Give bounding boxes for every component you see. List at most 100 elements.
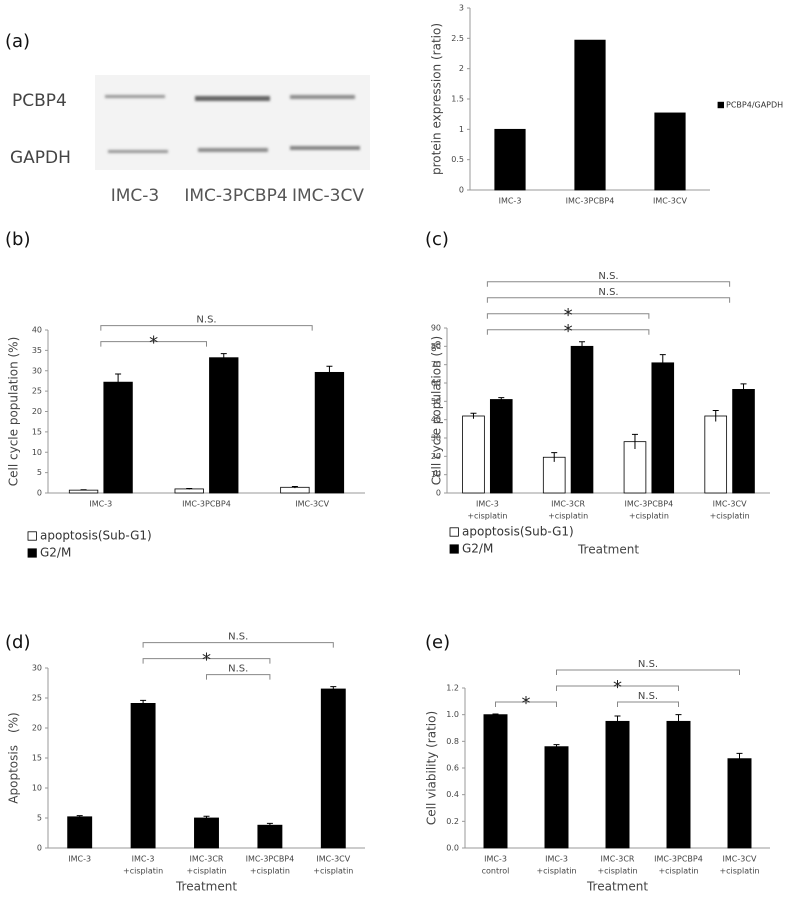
- significance-label: *: [149, 333, 158, 354]
- y-tick-label: 15: [32, 754, 42, 763]
- y-tick-label: 40: [431, 415, 441, 424]
- error-bar: [614, 715, 621, 727]
- significance-label: N.S.: [598, 287, 618, 298]
- y-tick-label: 0.0: [446, 844, 459, 853]
- y-axis-title: Cell cycle population (%): [7, 337, 21, 487]
- x-tick-label: IMC-3PCBP4: [246, 855, 295, 864]
- blot-lane-label: IMC-3CV: [292, 186, 364, 206]
- y-tick-label: 10: [32, 448, 42, 457]
- y-tick-label: 1: [459, 125, 464, 134]
- y-tick-label: 1.2: [446, 684, 459, 693]
- y-tick-label: 2: [459, 64, 464, 73]
- y-axis-title: Apoptosis (%): [7, 712, 21, 803]
- error-bar: [291, 485, 298, 489]
- legend-swatch: [449, 527, 459, 537]
- y-tick-label: 35: [32, 346, 42, 355]
- y-tick-label: 30: [32, 366, 42, 375]
- bar: [605, 720, 630, 849]
- x-tick-label: IMC-3CR: [601, 855, 635, 864]
- y-tick-label: 2.5: [451, 34, 464, 43]
- bar: [280, 486, 310, 494]
- y-tick-label: 15: [32, 427, 42, 436]
- x-tick-label: control: [482, 867, 510, 876]
- y-tick-label: 1.0: [446, 710, 459, 719]
- x-tick-label: IMC-3CR: [551, 500, 585, 509]
- x-tick-label: IMC-3PCBP4: [566, 197, 615, 206]
- legend-label: apoptosis(Sub-G1): [462, 525, 574, 539]
- bar: [483, 714, 508, 849]
- x-tick-label: IMC-3CR: [190, 855, 224, 864]
- x-tick-label: IMC-3: [132, 855, 155, 864]
- y-tick-label: 25: [32, 694, 42, 703]
- x-tick-label: IMC-3: [499, 197, 522, 206]
- y-tick-label: 70: [431, 360, 441, 369]
- y-axis-title: protein expression (ratio): [430, 23, 444, 175]
- significance-label: *: [564, 321, 573, 342]
- legend-swatch: [717, 101, 724, 109]
- x-tick-label: +cisplatin: [719, 867, 759, 876]
- significance-bracket: [495, 701, 557, 707]
- panel-label: (b): [5, 229, 30, 250]
- significance-label: *: [564, 305, 573, 326]
- error-bar: [80, 489, 87, 491]
- significance-label: N.S.: [228, 664, 248, 675]
- y-tick-label: 0: [436, 489, 441, 498]
- bar: [574, 39, 606, 191]
- bar: [314, 371, 345, 494]
- bar: [732, 389, 755, 494]
- x-tick-label: IMC-3: [484, 855, 507, 864]
- y-axis-title: Cell cycle population (%): [430, 336, 444, 486]
- x-tick-label: IMC-3CV: [723, 855, 757, 864]
- significance-bracket: [486, 313, 650, 319]
- blot-row-label: PCBP4: [12, 91, 67, 111]
- significance-bracket: [100, 341, 207, 347]
- bar: [654, 112, 686, 191]
- significance-label: N.S.: [598, 271, 618, 282]
- y-tick-label: 3: [459, 4, 464, 13]
- x-tick-label: +cisplatin: [123, 867, 163, 876]
- x-tick-label: IMC-3CV: [713, 500, 747, 509]
- y-tick-label: 5: [37, 814, 42, 823]
- legend-label: PCBP4/GAPDH: [726, 101, 783, 110]
- bar: [489, 399, 513, 494]
- error-bar: [675, 714, 682, 728]
- bar: [67, 816, 93, 849]
- legend-label: apoptosis(Sub-G1): [40, 529, 152, 543]
- y-tick-label: 1.5: [451, 95, 464, 104]
- blot-lane-label: IMC-3: [111, 186, 160, 206]
- error-bar: [712, 410, 719, 422]
- significance-label: N.S.: [196, 315, 216, 326]
- y-tick-label: 20: [431, 452, 441, 461]
- bar: [209, 357, 239, 494]
- bar: [462, 415, 485, 494]
- legend-label: G2/M: [40, 546, 71, 560]
- significance-label: *: [202, 650, 211, 671]
- error-bar: [736, 752, 743, 764]
- x-axis-title: Treatment: [586, 880, 648, 894]
- error-bar: [326, 365, 333, 379]
- x-tick-label: +cisplatin: [313, 867, 353, 876]
- x-tick-label: +cisplatin: [186, 867, 226, 876]
- significance-bracket: [142, 658, 271, 664]
- significance-label: N.S.: [228, 632, 248, 643]
- panel-label: (c): [425, 229, 449, 250]
- panel-label: (d): [5, 632, 30, 653]
- y-tick-label: 0.2: [446, 817, 459, 826]
- significance-bracket: [486, 281, 731, 287]
- significance-bracket: [486, 297, 731, 303]
- panel-label: (a): [5, 31, 30, 52]
- y-tick-label: 20: [32, 407, 42, 416]
- bar: [623, 441, 647, 494]
- x-tick-label: +cisplatin: [710, 512, 750, 521]
- y-tick-label: 0.6: [446, 764, 459, 773]
- y-axis-title: Cell viability (ratio): [425, 711, 439, 825]
- y-tick-label: 60: [431, 379, 441, 388]
- x-tick-label: +cisplatin: [467, 512, 507, 521]
- error-bar: [266, 822, 273, 827]
- error-bar: [186, 488, 193, 490]
- x-tick-label: IMC-3: [89, 500, 112, 509]
- legend-label: G2/M: [462, 542, 493, 556]
- significance-bracket: [617, 701, 679, 707]
- bar: [130, 703, 156, 849]
